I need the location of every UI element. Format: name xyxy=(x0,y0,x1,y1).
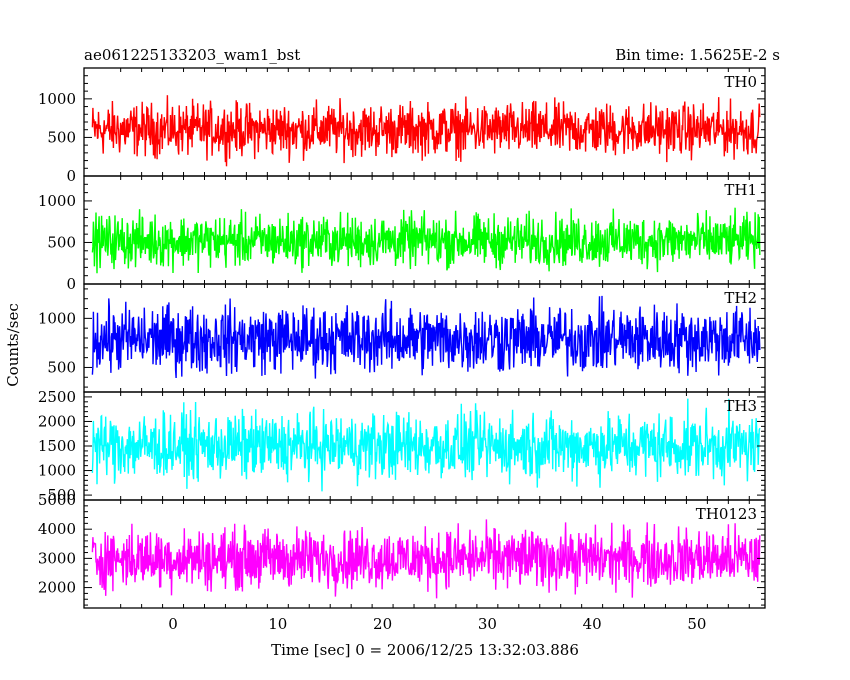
panels-group: 05001000TH005001000TH15001000TH250010001… xyxy=(38,67,766,633)
y-tick-label: 2000 xyxy=(38,412,76,430)
series-line-th1 xyxy=(91,207,761,274)
y-tick-label: 0 xyxy=(66,167,76,185)
x-axis-label: Time [sec] 0 = 2006/12/25 13:32:03.886 xyxy=(271,641,579,659)
x-tick-label: 50 xyxy=(687,615,706,633)
panel-label-th0123: TH0123 xyxy=(696,505,757,523)
y-tick-label: 1000 xyxy=(38,462,76,480)
x-tick-label: 30 xyxy=(478,615,497,633)
y-tick-label: 0 xyxy=(66,275,76,293)
y-tick-label: 1500 xyxy=(38,437,76,455)
y-tick-label: 1000 xyxy=(38,192,76,210)
y-tick-label: 500 xyxy=(47,486,76,504)
y-tick-label: 1000 xyxy=(38,309,76,327)
series-line-th0 xyxy=(91,95,761,167)
x-tick-label: 10 xyxy=(268,615,287,633)
y-tick-label: 2000 xyxy=(38,579,76,597)
panel-label-th1: TH1 xyxy=(724,181,757,199)
x-tick-label: 0 xyxy=(168,615,178,633)
y-tick-label: 4000 xyxy=(38,520,76,538)
y-tick-label: 3000 xyxy=(38,549,76,567)
bin-time-label: Bin time: 1.5625E-2 s xyxy=(615,46,780,64)
y-tick-label: 500 xyxy=(47,233,76,251)
y-axis-label: Counts/sec xyxy=(4,303,22,387)
x-tick-label: 20 xyxy=(373,615,392,633)
panel-label-th0: TH0 xyxy=(724,73,757,91)
panel-frame-th0123 xyxy=(83,499,766,609)
y-tick-label: 1000 xyxy=(38,90,76,108)
series-line-th2 xyxy=(91,295,761,379)
y-tick-label: 500 xyxy=(47,128,76,146)
panel-label-th2: TH2 xyxy=(724,289,757,307)
panel-label-th3: TH3 xyxy=(724,397,757,415)
chart-title: ae061225133203_wam1_bst xyxy=(84,46,300,64)
y-tick-label: 500 xyxy=(47,358,76,376)
series-line-th0123 xyxy=(91,519,761,599)
y-tick-label: 2500 xyxy=(38,388,76,406)
x-tick-label: 40 xyxy=(583,615,602,633)
y-tick-label: 5000 xyxy=(38,491,76,509)
series-line-th3 xyxy=(91,398,761,492)
